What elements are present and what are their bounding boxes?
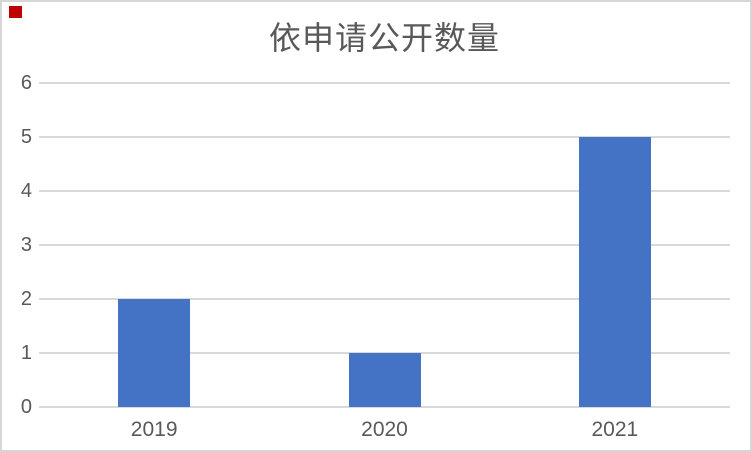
bar-2021 <box>578 137 651 407</box>
y-tick-label-0: 0 <box>20 396 32 418</box>
gridline-y-5 <box>39 136 730 138</box>
red-corner-marker <box>9 6 22 18</box>
bar-2020 <box>348 353 421 407</box>
gridline-y-0 <box>39 406 730 408</box>
gridline-y-6 <box>39 82 730 84</box>
gridline-y-4 <box>39 190 730 192</box>
x-tick-label-2020: 2020 <box>361 418 408 441</box>
y-tick-label-6: 6 <box>20 72 32 94</box>
bar-2019 <box>118 299 191 407</box>
y-tick-label-4: 4 <box>20 180 32 202</box>
gridline-y-2 <box>39 298 730 300</box>
chart-title: 依申请公开数量 <box>268 20 500 56</box>
y-tick-label-2: 2 <box>20 288 32 310</box>
y-tick-label-5: 5 <box>20 126 32 148</box>
x-tick-label-2021: 2021 <box>591 418 639 441</box>
y-tick-label-3: 3 <box>20 234 32 256</box>
gridline-y-3 <box>39 244 730 246</box>
x-tick-label-2019: 2019 <box>130 418 178 441</box>
y-tick-label-1: 1 <box>20 342 32 364</box>
